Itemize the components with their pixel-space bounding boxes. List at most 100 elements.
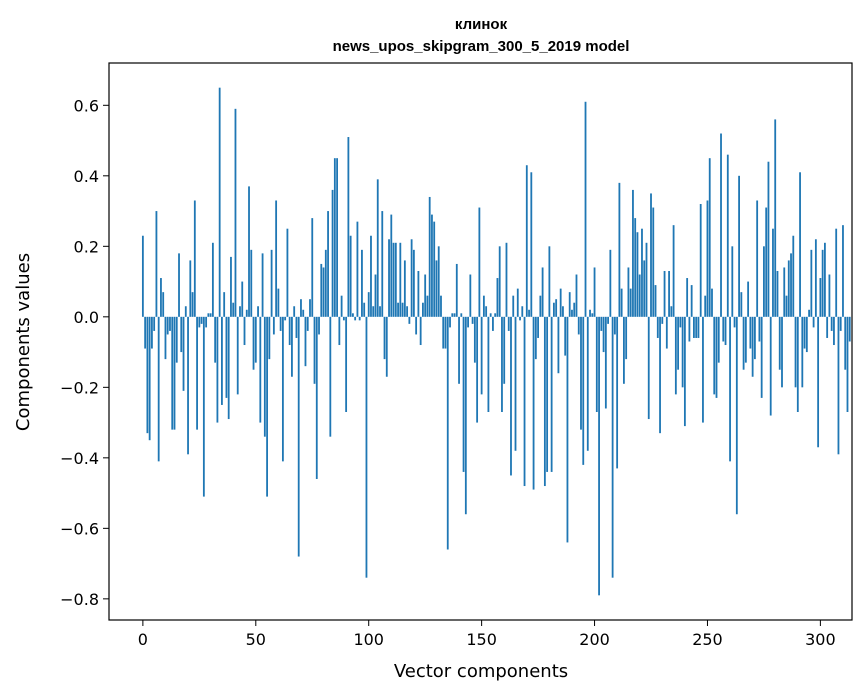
bar-175	[537, 316, 539, 338]
bar-183	[555, 299, 558, 317]
bar-99	[365, 316, 368, 578]
bar-177	[541, 267, 544, 317]
bar-125	[424, 274, 427, 317]
bar-164	[512, 295, 515, 317]
bar-95	[356, 221, 359, 317]
bar-40	[232, 302, 235, 317]
bar-81	[324, 249, 327, 317]
bar-243	[690, 285, 693, 317]
bar-24	[196, 316, 198, 430]
bar-245	[695, 316, 698, 338]
bar-218	[634, 218, 637, 317]
bar-235	[672, 225, 675, 317]
bar-52	[259, 316, 262, 423]
bar-283	[781, 316, 783, 388]
bar-39	[230, 256, 232, 317]
bar-13	[171, 316, 174, 430]
bar-101	[370, 235, 372, 317]
bar-6	[155, 211, 158, 317]
bar-160	[503, 316, 506, 384]
bar-238	[679, 316, 682, 328]
y-tick-label: 0.2	[74, 237, 99, 256]
bar-214	[625, 316, 628, 360]
bar-48	[250, 249, 253, 317]
bar-29	[207, 313, 210, 317]
bar-220	[638, 274, 641, 317]
bar-145	[469, 274, 472, 317]
chart-title-line-1: клинок	[455, 16, 508, 33]
bar-4	[151, 316, 153, 349]
bar-149	[478, 207, 481, 317]
bar-240	[683, 316, 686, 427]
y-tick-label: −0.2	[60, 378, 99, 397]
bar-205	[604, 316, 607, 409]
bar-193	[577, 316, 580, 335]
bar-185	[559, 288, 562, 317]
bar-224	[647, 316, 650, 420]
bar-142	[462, 316, 465, 472]
bar-213	[623, 316, 625, 384]
bar-307	[835, 228, 838, 317]
bar-72	[304, 316, 307, 367]
chart-title-line-2: news_upos_skipgram_300_5_2019 model	[333, 38, 630, 55]
bar-229	[659, 316, 661, 434]
bar-116	[403, 260, 406, 317]
bar-0	[141, 235, 144, 317]
bar-8	[160, 278, 162, 317]
bar-126	[426, 295, 429, 317]
bar-19	[184, 306, 187, 317]
bar-133	[442, 316, 445, 349]
x-axis-label: Vector components	[394, 661, 568, 682]
bar-275	[763, 246, 765, 317]
bar-242	[688, 316, 691, 342]
bar-280	[774, 119, 777, 317]
bar-158	[498, 246, 501, 317]
bar-182	[552, 302, 555, 317]
bar-303	[826, 316, 829, 338]
bar-286	[787, 260, 790, 317]
bar-37	[225, 316, 228, 398]
bar-178	[543, 316, 546, 487]
bar-21	[189, 260, 192, 317]
bar-138	[453, 313, 456, 317]
bar-287	[790, 253, 792, 317]
bar-88	[340, 295, 343, 317]
bar-208	[611, 316, 614, 578]
bar-159	[501, 316, 503, 412]
bar-273	[758, 316, 761, 342]
bar-161	[505, 242, 508, 317]
bar-83	[329, 316, 332, 437]
bar-253	[713, 316, 716, 395]
bar-132	[440, 295, 442, 317]
bar-137	[451, 313, 454, 317]
bar-257	[722, 316, 725, 342]
bar-294	[805, 316, 808, 353]
bar-135	[446, 316, 449, 550]
bar-277	[767, 161, 770, 317]
bar-103	[374, 274, 377, 317]
bar-204	[602, 316, 605, 353]
bar-51	[257, 306, 259, 317]
x-axis-ticks: 0 50 100 150 200 250 300	[138, 620, 836, 649]
bar-73	[306, 316, 309, 331]
bar-25	[198, 316, 201, 328]
bar-290	[796, 316, 799, 412]
bar-3	[148, 316, 151, 441]
bar-134	[444, 316, 447, 349]
bar-264	[738, 175, 740, 317]
bar-168	[521, 306, 524, 317]
bar-228	[656, 316, 659, 338]
bar-293	[803, 316, 806, 349]
bar-105	[379, 306, 381, 317]
bar-136	[449, 316, 451, 328]
bar-301	[821, 249, 824, 317]
bar-299	[817, 316, 820, 448]
bar-282	[778, 316, 781, 370]
bar-189	[568, 292, 571, 317]
bar-69	[297, 316, 300, 557]
bar-85	[333, 158, 336, 317]
bar-47	[248, 186, 250, 317]
bar-89	[342, 316, 345, 321]
x-tick-label: 250	[692, 630, 723, 649]
bar-192	[575, 274, 578, 317]
